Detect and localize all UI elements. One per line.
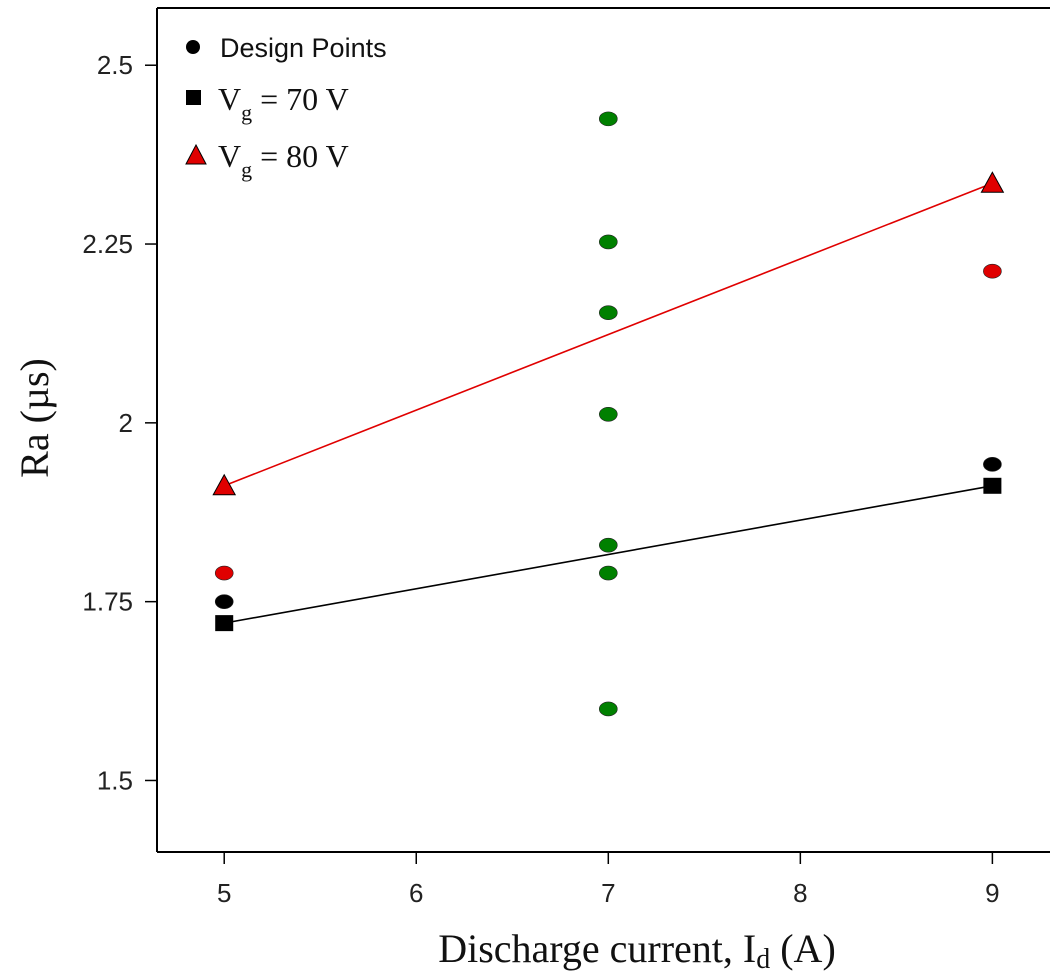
legend-label-vg-80-rest: = 80 V xyxy=(252,138,349,174)
legend-label-vg-80-main: V xyxy=(218,138,241,174)
x-tick-label: 8 xyxy=(793,878,807,908)
y-axis-title: Ra (µs) xyxy=(12,358,57,478)
y-axis: 1.5 1.75 2 2.25 2.5 xyxy=(82,50,157,795)
x-tick-label: 7 xyxy=(601,878,615,908)
x-axis-title: Discharge current, Id (A) xyxy=(438,926,836,975)
design-point xyxy=(599,537,618,553)
fit-point-triangle xyxy=(980,171,1005,193)
legend-label-design-points: Design Points xyxy=(220,33,387,63)
design-point xyxy=(599,305,618,320)
x-tick-label: 9 xyxy=(985,878,999,908)
design-point xyxy=(599,111,618,127)
legend-label-vg-70: Vg = 70 V xyxy=(218,81,349,125)
y-tick-label: 1.5 xyxy=(97,765,133,795)
design-point xyxy=(599,565,618,581)
legend-label-vg-70-rest: = 70 V xyxy=(252,81,349,117)
x-axis: 5 6 7 8 9 xyxy=(217,852,1000,908)
x-axis-title-sub: d xyxy=(756,944,770,975)
fit-point-square xyxy=(215,615,234,632)
design-point xyxy=(214,565,234,581)
design-point xyxy=(214,594,234,609)
legend-marker-triangle xyxy=(185,143,207,165)
legend-item-design-points: Design Points xyxy=(186,33,387,63)
fit-line-triangle xyxy=(223,182,993,487)
x-tick-label: 6 xyxy=(409,878,423,908)
legend-label-vg-70-main: V xyxy=(218,81,241,117)
design-point xyxy=(599,701,618,717)
fit-point-triangle xyxy=(212,473,237,496)
x-axis-title-unit: (A) xyxy=(770,926,836,971)
plot-frame xyxy=(156,7,1050,853)
legend: Design Points Vg = 70 V Vg = 80 V xyxy=(185,33,387,182)
y-tick-label: 2.5 xyxy=(97,50,133,80)
design-point xyxy=(983,263,1002,279)
legend-label-vg-80: Vg = 80 V xyxy=(218,138,349,182)
legend-label-vg-70-sub: g xyxy=(241,100,252,125)
x-tick-label: 5 xyxy=(217,878,231,908)
y-tick-label: 2.25 xyxy=(82,229,133,259)
legend-marker-square xyxy=(186,90,201,105)
series-layer xyxy=(212,111,1005,717)
y-tick-label: 2 xyxy=(119,408,133,438)
legend-item-vg-70: Vg = 70 V xyxy=(186,81,349,125)
y-tick-label: 1.75 xyxy=(82,587,133,617)
legend-marker-circle xyxy=(186,40,200,54)
fit-line-square xyxy=(224,485,993,624)
legend-label-vg-80-sub: g xyxy=(241,157,252,182)
x-axis-title-main: Discharge current, I xyxy=(438,926,756,971)
design-point xyxy=(983,457,1002,472)
design-point xyxy=(599,234,618,250)
design-point xyxy=(599,406,618,422)
legend-item-vg-80: Vg = 80 V xyxy=(185,138,349,182)
fit-point-square xyxy=(983,477,1002,494)
